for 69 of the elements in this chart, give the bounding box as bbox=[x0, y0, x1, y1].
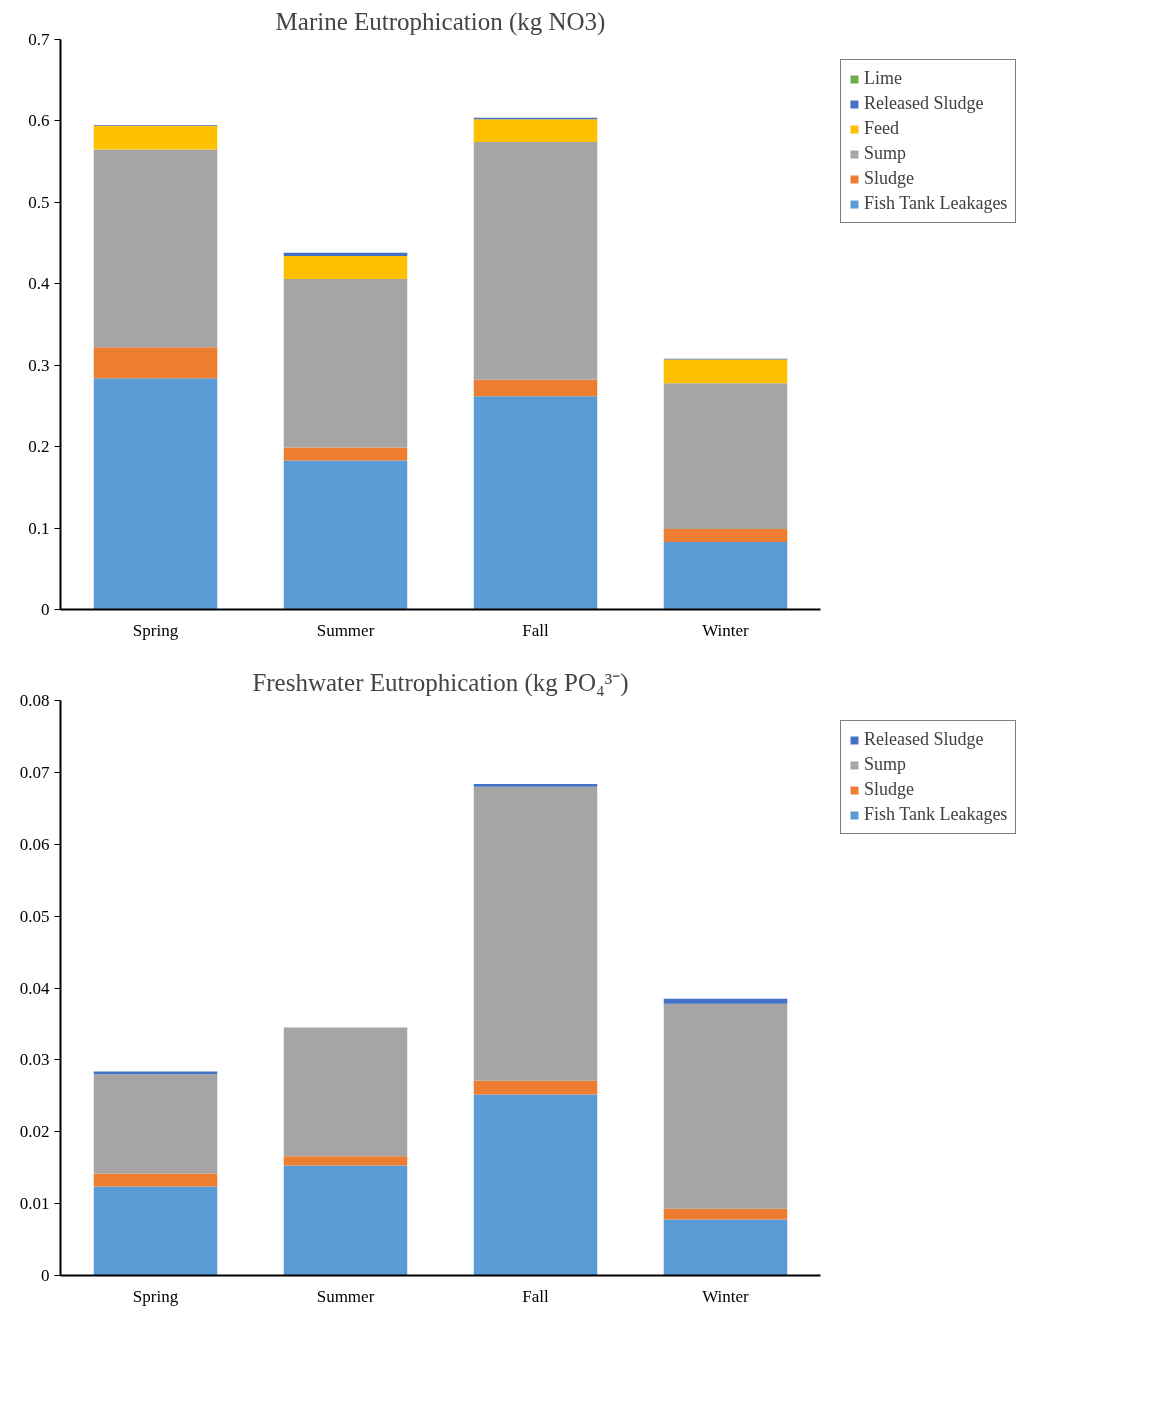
x-tick-label: Fall bbox=[522, 1286, 549, 1306]
legend-label: Lime bbox=[864, 68, 902, 89]
bar bbox=[283, 1165, 408, 1276]
bar bbox=[93, 125, 218, 150]
bar bbox=[473, 1094, 598, 1276]
y-tick-label: 0 bbox=[41, 1266, 50, 1285]
bar bbox=[93, 347, 218, 379]
bar bbox=[93, 1071, 218, 1075]
y-tick-label: 0 bbox=[41, 600, 50, 619]
bar bbox=[663, 359, 788, 384]
bar bbox=[663, 1219, 788, 1276]
x-tick-label: Winter bbox=[702, 1286, 750, 1306]
legend-label: Released Sludge bbox=[864, 93, 984, 114]
y-tick-label: 0.5 bbox=[28, 192, 50, 212]
y-tick-label: 0.06 bbox=[19, 834, 50, 854]
bar bbox=[283, 278, 408, 448]
x-tick-label: Summer bbox=[316, 620, 375, 640]
bar bbox=[93, 149, 218, 348]
legend-label: Fish Tank Leakages bbox=[864, 193, 1008, 214]
bar bbox=[93, 1173, 218, 1187]
chart-title: Freshwater Eutrophication (kg PO₄³⁻) bbox=[252, 668, 629, 697]
x-tick-label: Fall bbox=[522, 620, 549, 640]
bar bbox=[93, 1074, 218, 1174]
bar bbox=[283, 460, 408, 610]
x-tick-label: Spring bbox=[132, 620, 179, 640]
x-tick-label: Summer bbox=[316, 1286, 375, 1306]
legend-label: Fish Tank Leakages bbox=[864, 804, 1008, 825]
y-tick-label: 0.04 bbox=[19, 978, 50, 998]
y-tick-label: 0.08 bbox=[19, 691, 50, 710]
bar bbox=[663, 541, 788, 610]
legend-label: Sludge bbox=[864, 779, 915, 800]
y-tick-label: 0.03 bbox=[19, 1050, 50, 1070]
bar bbox=[283, 447, 408, 461]
y-tick-label: 0.05 bbox=[19, 906, 50, 926]
chart-title: Marine Eutrophication (kg NO3) bbox=[275, 7, 606, 36]
bar bbox=[283, 1156, 408, 1166]
y-tick-label: 0.7 bbox=[28, 30, 50, 49]
y-tick-label: 0.2 bbox=[28, 437, 50, 457]
bar bbox=[473, 379, 598, 397]
legend-label: Sump bbox=[864, 143, 907, 164]
bar bbox=[663, 383, 788, 529]
bar bbox=[473, 1080, 598, 1095]
bar bbox=[283, 252, 408, 257]
bar bbox=[473, 786, 598, 1081]
x-tick-label: Spring bbox=[132, 1286, 179, 1306]
y-tick-label: 0.07 bbox=[19, 762, 50, 782]
bar bbox=[283, 1027, 408, 1157]
bar bbox=[663, 1208, 788, 1220]
y-tick-label: 0.4 bbox=[28, 274, 50, 294]
legend-label: Feed bbox=[864, 118, 899, 139]
legend-label: Sump bbox=[864, 754, 907, 775]
bar bbox=[663, 528, 788, 542]
y-tick-label: 0.3 bbox=[28, 355, 50, 375]
bar bbox=[473, 142, 598, 380]
x-tick-label: Winter bbox=[702, 620, 750, 640]
y-tick-label: 0.6 bbox=[28, 111, 50, 131]
bar bbox=[663, 998, 788, 1004]
bar bbox=[663, 1003, 788, 1209]
bar bbox=[473, 783, 598, 787]
bar bbox=[283, 256, 408, 279]
bar bbox=[473, 396, 598, 610]
bar bbox=[93, 1186, 218, 1276]
y-tick-label: 0.01 bbox=[19, 1194, 50, 1214]
bar bbox=[93, 378, 218, 610]
legend-label: Sludge bbox=[864, 168, 915, 189]
y-tick-label: 0.02 bbox=[19, 1122, 50, 1142]
legend-label: Released Sludge bbox=[864, 729, 984, 750]
y-tick-label: 0.1 bbox=[28, 518, 50, 538]
bar bbox=[473, 119, 598, 143]
